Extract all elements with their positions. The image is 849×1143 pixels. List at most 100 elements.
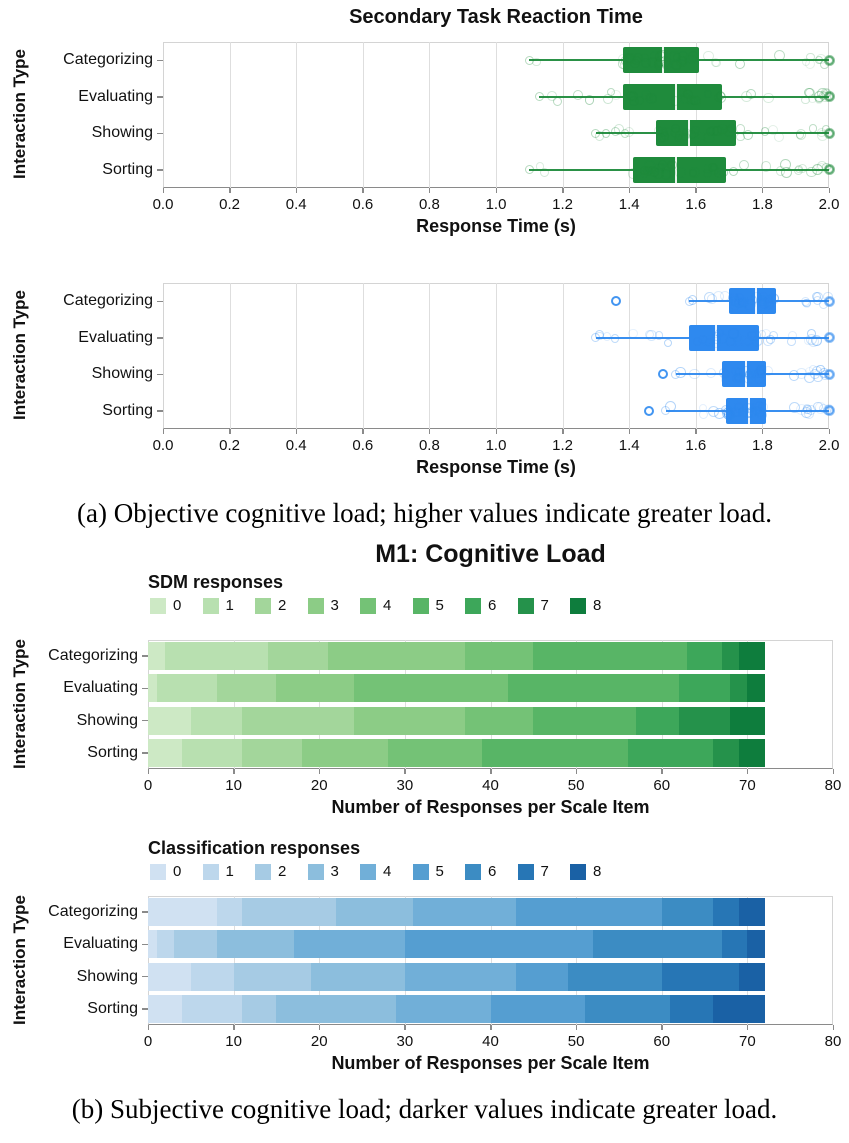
x-tick-mark — [490, 1025, 492, 1030]
gridline — [661, 896, 663, 1025]
legend-swatch-2 — [255, 864, 271, 880]
scatter-point — [731, 366, 740, 376]
bar-segment-7 — [713, 898, 739, 927]
scatter-point — [774, 131, 785, 142]
chart-m1-sdm-responses: 0 10 20 30 40 50 60 70 80 Number of Responses per… — [0, 538, 849, 832]
bar-segment-0 — [148, 930, 157, 959]
bar-segment-8 — [730, 706, 765, 735]
scatter-point — [824, 296, 834, 306]
scatter-point — [756, 410, 768, 421]
bar-segment-7 — [713, 738, 739, 767]
legend-label: 7 — [540, 597, 549, 614]
x-tick-label: 2.0 — [818, 196, 840, 213]
scatter-point — [644, 405, 655, 416]
bar-segment-1 — [190, 706, 243, 735]
scatter-point — [669, 95, 681, 107]
scatter-point — [688, 167, 700, 178]
legend-swatch-1 — [202, 864, 219, 880]
x-tick-mark — [362, 429, 364, 434]
bar-segment-7 — [721, 930, 748, 959]
scatter-point — [640, 169, 650, 179]
scatter-point — [824, 128, 834, 138]
category-label: Categorizing — [63, 292, 153, 310]
y-tick-mark — [157, 59, 163, 61]
y-tick-mark — [142, 719, 148, 722]
bar-segment-3 — [302, 738, 388, 767]
legend-label: 3 — [330, 597, 339, 614]
bar-segment-1 — [182, 994, 243, 1023]
x-tick-label: 0.2 — [219, 437, 241, 454]
bar-segment-5 — [516, 898, 662, 927]
legend-label: 7 — [540, 863, 549, 880]
legend-label: 1 — [225, 597, 234, 614]
y-tick-mark — [142, 687, 148, 690]
gridline — [747, 640, 749, 769]
scatter-point — [713, 125, 724, 137]
gridline — [319, 896, 321, 1025]
x-tick-mark — [695, 429, 697, 434]
scatter-point — [547, 90, 558, 101]
scatter-point — [754, 373, 765, 384]
gridline — [747, 896, 749, 1025]
x-tick-mark — [828, 429, 830, 434]
scatter-point — [787, 330, 798, 341]
scatter-point — [661, 162, 672, 174]
category-label: Showing — [76, 711, 138, 729]
bar-segment-8 — [738, 738, 765, 767]
gridline — [490, 896, 492, 1025]
x-tick-label: 70 — [739, 1033, 756, 1050]
scatter-point — [738, 159, 749, 171]
bar-segment-8 — [747, 674, 765, 703]
scatter-point — [628, 95, 640, 106]
bar-segment-0 — [148, 962, 191, 991]
bar-segment-2 — [242, 738, 303, 767]
scatter-point — [690, 94, 700, 105]
x-tick-mark — [233, 1025, 235, 1030]
x-tick-label: 1.4 — [618, 196, 640, 213]
legend-label: 2 — [278, 597, 287, 614]
scatter-point — [672, 53, 682, 63]
gridline — [429, 283, 431, 429]
x-tick-mark — [661, 769, 663, 774]
scatter-point — [698, 403, 708, 413]
scatter-point — [657, 369, 668, 380]
gridline — [629, 283, 631, 429]
scatter-point — [610, 126, 621, 137]
scatter-point — [824, 333, 834, 343]
y-axis-title: Interaction Type — [10, 894, 29, 1025]
x-tick-label: 80 — [824, 777, 842, 794]
scatter-point — [534, 92, 544, 102]
bar-segment-3 — [276, 994, 397, 1023]
bar-segment-6 — [584, 994, 671, 1023]
x-tick-mark — [233, 769, 235, 774]
scatter-point — [623, 126, 634, 137]
x-tick-mark — [404, 769, 406, 774]
x-tick-label: 1.2 — [552, 437, 574, 454]
legend-swatch-4 — [360, 598, 376, 614]
scatter-point — [715, 92, 727, 103]
scatter-point — [687, 54, 697, 64]
legend-label: 0 — [173, 597, 182, 614]
category-label: Categorizing — [63, 51, 153, 69]
category-label: Categorizing — [48, 647, 138, 665]
legend-swatch-0 — [150, 598, 166, 614]
legend-swatch-6 — [465, 598, 481, 614]
bar-segment-6 — [567, 962, 662, 991]
scatter-point — [806, 166, 817, 177]
bar-segment-4 — [464, 642, 534, 671]
x-tick-label: 0.8 — [418, 196, 440, 213]
legend-swatch-5 — [412, 864, 429, 880]
legend-swatch-3 — [307, 864, 324, 880]
scatter-point — [744, 336, 753, 346]
gridline — [229, 42, 231, 188]
scatter-point — [808, 94, 817, 104]
legend-swatch-3 — [307, 598, 324, 614]
scatter-point — [824, 406, 834, 416]
gridline — [562, 42, 564, 188]
x-tick-label: 1.0 — [485, 196, 507, 213]
scatter-point — [671, 124, 681, 133]
bar-segment-0 — [148, 674, 157, 703]
x-tick-mark — [490, 769, 492, 774]
x-tick-label: 30 — [396, 1033, 414, 1050]
